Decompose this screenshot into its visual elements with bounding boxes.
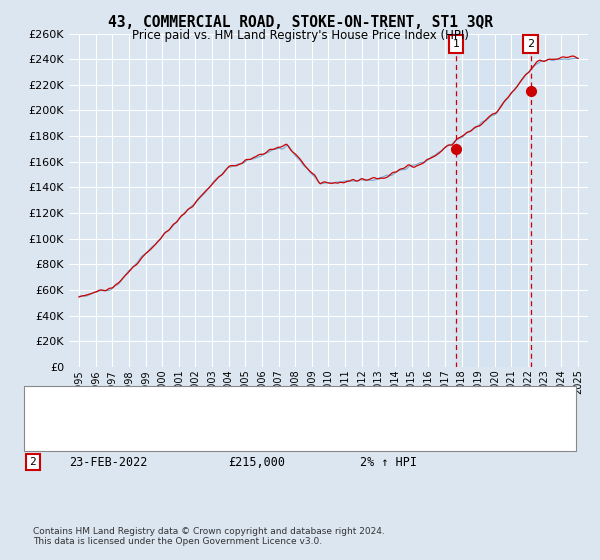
Text: Price paid vs. HM Land Registry's House Price Index (HPI): Price paid vs. HM Land Registry's House …: [131, 29, 469, 42]
Text: £215,000: £215,000: [228, 455, 285, 469]
Text: 31-AUG-2017: 31-AUG-2017: [69, 434, 148, 447]
Bar: [456, 34, 530, 367]
Text: ————: ————: [42, 407, 91, 420]
Text: Contains HM Land Registry data © Crown copyright and database right 2024.
This d: Contains HM Land Registry data © Crown c…: [33, 526, 385, 546]
Text: 43, COMMERCIAL ROAD, STOKE-ON-TRENT, ST1 3QR (detached house): 43, COMMERCIAL ROAD, STOKE-ON-TRENT, ST1…: [81, 390, 478, 400]
Text: 2% ↑ HPI: 2% ↑ HPI: [360, 455, 417, 469]
Text: ————: ————: [42, 389, 91, 402]
Text: £169,995: £169,995: [228, 434, 285, 447]
Text: 23-FEB-2022: 23-FEB-2022: [69, 455, 148, 469]
Text: 1: 1: [29, 436, 37, 446]
Text: HPI: Average price, detached house, Stoke-on-Trent: HPI: Average price, detached house, Stok…: [81, 408, 406, 418]
Text: 2: 2: [527, 39, 534, 49]
Text: 2: 2: [29, 457, 37, 467]
Text: 43, COMMERCIAL ROAD, STOKE-ON-TRENT, ST1 3QR: 43, COMMERCIAL ROAD, STOKE-ON-TRENT, ST1…: [107, 15, 493, 30]
Text: 1% ↑ HPI: 1% ↑ HPI: [360, 434, 417, 447]
Text: 1: 1: [452, 39, 460, 49]
